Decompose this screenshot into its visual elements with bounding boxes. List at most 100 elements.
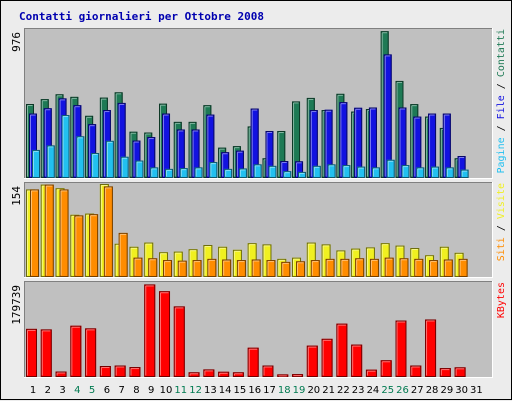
bar-pagine-day-19 <box>298 171 307 179</box>
bar-pagine-day-9 <box>150 167 159 178</box>
x-tick-label: 18 <box>278 385 291 396</box>
bar-file-day-11 <box>176 129 185 178</box>
bar-siti-day-25 <box>384 257 394 277</box>
bar-pagine-day-21 <box>327 164 336 179</box>
bar-kbytes-day-9 <box>144 284 156 377</box>
bar-kbytes-day-10 <box>159 291 171 378</box>
bar-kbytes-day-19 <box>292 374 304 377</box>
bar-kbytes-day-20 <box>306 345 318 377</box>
bar-siti-day-13 <box>207 258 217 277</box>
bar-pagine-day-15 <box>238 168 247 178</box>
bar-kbytes-day-25 <box>380 360 392 377</box>
bar-siti-day-19 <box>296 261 306 278</box>
x-tick-label: 9 <box>148 385 154 396</box>
bar-siti-day-16 <box>251 259 261 277</box>
bar-siti-day-7 <box>118 232 128 278</box>
bar-kbytes-day-30 <box>454 367 466 377</box>
bar-siti-day-5 <box>89 214 99 278</box>
bar-kbytes-day-14 <box>218 371 230 378</box>
bar-kbytes-day-6 <box>99 366 111 377</box>
x-tick-label: 31 <box>470 385 483 396</box>
bar-siti-day-17 <box>266 260 276 278</box>
bar-kbytes-day-15 <box>232 372 244 378</box>
bar-siti-day-30 <box>458 258 468 277</box>
bar-pagine-day-24 <box>371 167 380 178</box>
bar-kbytes-day-18 <box>277 374 289 378</box>
bar-siti-day-21 <box>325 258 335 277</box>
bar-file-day-25 <box>383 54 392 178</box>
bar-pagine-day-23 <box>357 166 366 178</box>
bar-siti-day-24 <box>369 258 379 277</box>
bar-siti-day-6 <box>103 186 113 278</box>
bar-kbytes-day-21 <box>321 338 333 377</box>
bar-pagine-day-13 <box>209 162 218 178</box>
bar-siti-day-22 <box>340 258 350 277</box>
bar-file-day-10 <box>162 113 171 178</box>
bar-kbytes-day-1 <box>26 328 37 378</box>
x-tick-label: 19 <box>293 385 306 396</box>
bar-pagine-day-6 <box>105 140 114 178</box>
bar-pagine-day-27 <box>416 167 425 178</box>
legend-part: KBytes <box>496 282 507 318</box>
bar-kbytes-day-24 <box>365 369 377 378</box>
bar-kbytes-day-16 <box>247 347 259 378</box>
bar-siti-day-12 <box>192 260 202 278</box>
bar-siti-day-18 <box>281 261 291 277</box>
bar-pagine-day-4 <box>76 136 85 178</box>
bar-siti-day-4 <box>74 215 84 278</box>
y-max-label: 154 <box>10 186 23 206</box>
legend-part: Contatti <box>496 29 507 77</box>
bar-kbytes-day-4 <box>70 325 82 377</box>
bar-pagine-day-17 <box>268 165 277 178</box>
legend-part: Visite <box>496 183 507 219</box>
bar-pagine-day-1 <box>32 149 40 178</box>
bar-siti-day-29 <box>443 259 453 277</box>
bar-siti-day-1 <box>30 189 39 277</box>
bar-pagine-day-18 <box>283 171 292 178</box>
bar-pagine-day-7 <box>120 156 129 178</box>
legend-part: / <box>496 77 507 95</box>
x-tick-label: 23 <box>352 385 365 396</box>
panel-2: 154 Siti / Visite <box>10 182 507 278</box>
bar-siti-day-11 <box>177 260 187 277</box>
series-legend-label: Pagine / File / Contatti <box>496 29 507 174</box>
legend-part: / <box>496 119 507 137</box>
bar-siti-day-14 <box>222 259 232 277</box>
bar-kbytes-day-3 <box>55 371 67 377</box>
x-tick-label: 29 <box>440 385 453 396</box>
bar-kbytes-day-2 <box>40 329 52 378</box>
bar-kbytes-day-8 <box>129 367 141 377</box>
x-tick-label: 7 <box>118 385 124 396</box>
x-tick-label: 5 <box>89 385 95 396</box>
bar-siti-day-8 <box>133 257 143 277</box>
y-max-label: 976 <box>10 32 23 52</box>
y-max-label: 179739 <box>10 285 23 325</box>
bar-pagine-day-10 <box>165 168 174 179</box>
bar-siti-day-28 <box>429 260 439 278</box>
bar-kbytes-day-28 <box>425 319 437 377</box>
panel-3: 179739 KBytes <box>10 281 507 378</box>
bar-siti-day-9 <box>148 258 158 278</box>
bar-kbytes-day-5 <box>85 328 97 378</box>
chart-title: Contatti giornalieri per Ottobre 2008 <box>19 10 264 23</box>
bar-pagine-day-20 <box>312 165 321 178</box>
x-tick-label: 14 <box>219 385 232 396</box>
legend-part: Siti <box>496 237 507 261</box>
bar-siti-day-3 <box>59 189 69 277</box>
bar-pagine-day-25 <box>386 159 395 179</box>
x-tick-label: 15 <box>234 385 247 396</box>
bar-file-day-15 <box>235 150 244 179</box>
bar-siti-day-27 <box>414 258 424 277</box>
bar-pagine-day-22 <box>342 165 351 179</box>
bar-kbytes-day-13 <box>203 369 215 377</box>
bar-pagine-day-5 <box>91 152 100 178</box>
bar-pagine-day-2 <box>46 145 55 178</box>
x-tick-label: 1 <box>30 385 36 396</box>
bar-pagine-day-11 <box>179 168 188 179</box>
bar-kbytes-day-26 <box>395 320 407 377</box>
x-tick-label: 22 <box>337 385 350 396</box>
bar-kbytes-day-22 <box>336 323 348 377</box>
bar-pagine-day-16 <box>253 164 262 179</box>
